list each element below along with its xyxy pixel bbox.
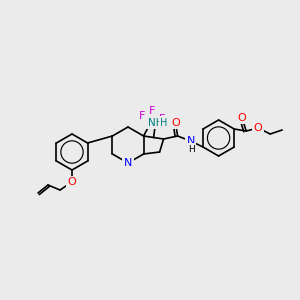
Text: F: F (158, 114, 165, 124)
Text: N: N (124, 158, 132, 168)
Text: N: N (186, 136, 195, 146)
Text: F: F (148, 106, 155, 116)
Text: O: O (171, 118, 180, 128)
Text: NH: NH (148, 118, 163, 128)
Text: NH: NH (148, 118, 163, 128)
Text: O: O (254, 123, 262, 133)
Text: O: O (68, 177, 76, 187)
Text: H: H (160, 118, 167, 128)
Text: H: H (188, 145, 195, 154)
Text: O: O (238, 113, 247, 123)
Text: F: F (138, 111, 145, 121)
